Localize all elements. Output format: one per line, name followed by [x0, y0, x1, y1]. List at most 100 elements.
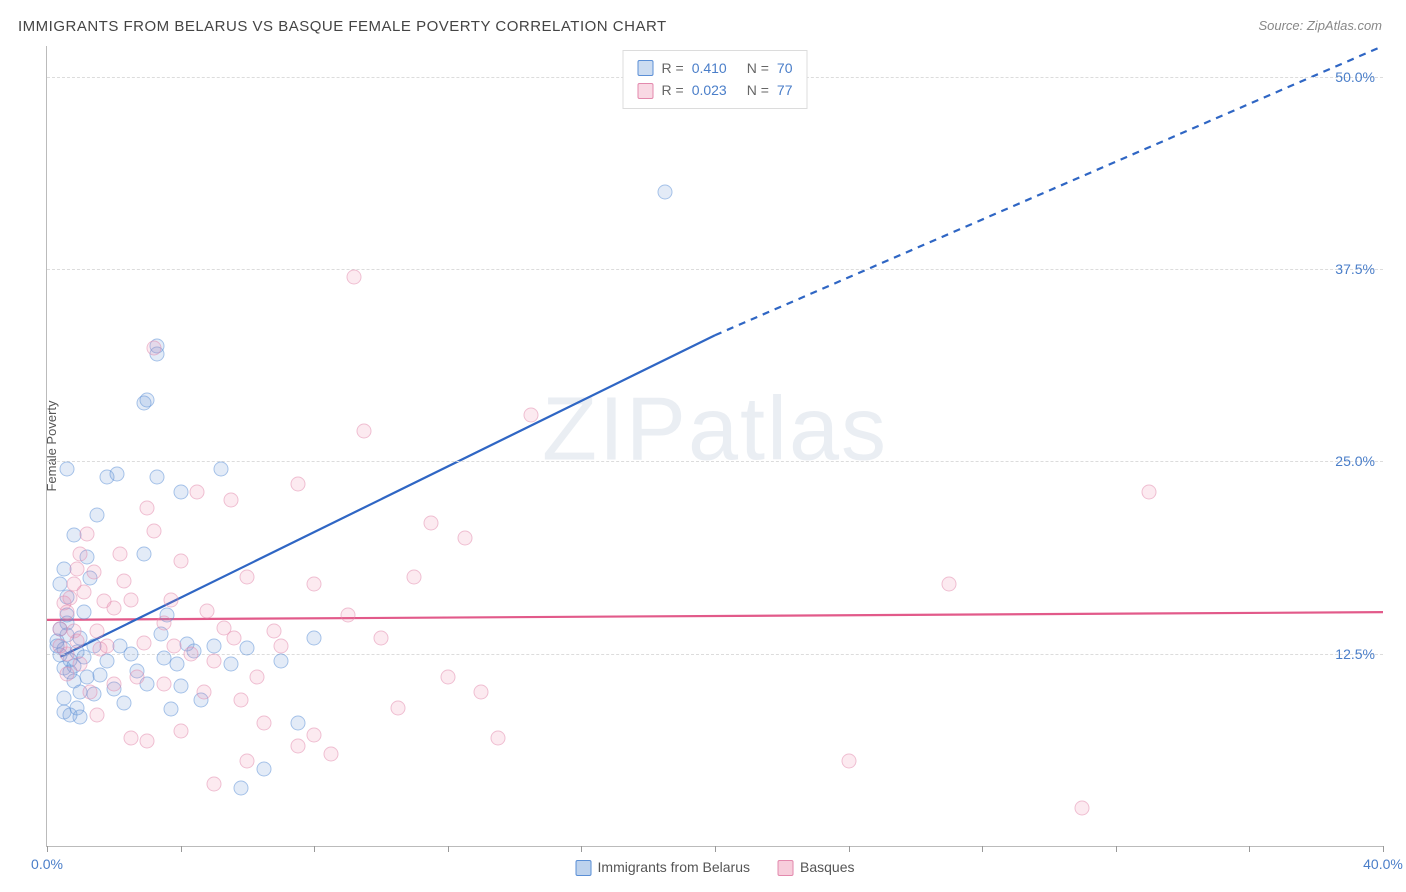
x-axis-label-right: 40.0% [1363, 856, 1403, 872]
legend-series: Immigrants from Belarus Basques [576, 859, 855, 876]
scatter-point [340, 608, 355, 623]
scatter-point [163, 592, 178, 607]
n-label: N = [747, 57, 769, 79]
legend-stats: R = 0.410 N = 70 R = 0.023 N = 77 [623, 50, 808, 109]
n-value-1: 70 [777, 57, 793, 79]
gridline-h [47, 461, 1383, 462]
scatter-point [60, 646, 75, 661]
scatter-point [116, 574, 131, 589]
scatter-point [130, 669, 145, 684]
scatter-point [407, 569, 422, 584]
scatter-point [60, 462, 75, 477]
scatter-point [290, 477, 305, 492]
scatter-point [170, 657, 185, 672]
scatter-point [136, 395, 151, 410]
r-label: R = [662, 57, 684, 79]
scatter-point [166, 639, 181, 654]
scatter-point [374, 631, 389, 646]
scatter-point [223, 492, 238, 507]
r-label: R = [662, 79, 684, 101]
scatter-point [110, 466, 125, 481]
scatter-point [70, 634, 85, 649]
legend-stats-row-1: R = 0.410 N = 70 [638, 57, 793, 79]
legend-label-1: Immigrants from Belarus [598, 859, 750, 875]
scatter-point [440, 669, 455, 684]
scatter-point [267, 623, 282, 638]
legend-label-2: Basques [800, 859, 854, 875]
scatter-point [240, 640, 255, 655]
scatter-point [273, 639, 288, 654]
scatter-point [90, 508, 105, 523]
legend-stats-row-2: R = 0.023 N = 77 [638, 79, 793, 101]
x-tick [1249, 846, 1250, 852]
scatter-point [240, 754, 255, 769]
scatter-point [207, 639, 222, 654]
scatter-point [73, 709, 88, 724]
scatter-point [96, 594, 111, 609]
scatter-point [163, 702, 178, 717]
scatter-point [307, 577, 322, 592]
scatter-point [76, 585, 91, 600]
y-tick-label: 12.5% [1335, 646, 1375, 662]
scatter-point [490, 731, 505, 746]
scatter-point [173, 723, 188, 738]
scatter-point [390, 700, 405, 715]
scatter-point [90, 623, 105, 638]
scatter-point [207, 654, 222, 669]
scatter-point [140, 500, 155, 515]
scatter-point [173, 679, 188, 694]
scatter-point [123, 646, 138, 661]
scatter-point [150, 469, 165, 484]
x-tick [849, 846, 850, 852]
scatter-point [146, 340, 161, 355]
scatter-point [173, 554, 188, 569]
x-tick [715, 846, 716, 852]
scatter-point [457, 531, 472, 546]
scatter-point [357, 423, 372, 438]
scatter-point [106, 677, 121, 692]
scatter-point [156, 677, 171, 692]
scatter-point [257, 715, 272, 730]
scatter-point [657, 185, 672, 200]
x-axis-label-left: 0.0% [31, 856, 63, 872]
legend-item-2: Basques [778, 859, 854, 876]
scatter-point [307, 631, 322, 646]
scatter-point [841, 754, 856, 769]
scatter-point [250, 669, 265, 684]
r-value-1: 0.410 [692, 57, 727, 79]
scatter-point [76, 605, 91, 620]
chart-title: IMMIGRANTS FROM BELARUS VS BASQUE FEMALE… [18, 18, 667, 35]
x-tick [581, 846, 582, 852]
scatter-point [307, 728, 322, 743]
scatter-point [56, 595, 71, 610]
scatter-point [93, 668, 108, 683]
watermark-zip: ZIP [542, 380, 688, 480]
scatter-point [233, 692, 248, 707]
scatter-point [196, 685, 211, 700]
watermark: ZIPatlas [542, 379, 888, 482]
scatter-point [113, 546, 128, 561]
r-value-2: 0.023 [692, 79, 727, 101]
x-tick [448, 846, 449, 852]
plot-area: ZIPatlas R = 0.410 N = 70 R = 0.023 N = … [46, 46, 1383, 847]
trend-lines-layer [47, 46, 1383, 846]
x-tick [982, 846, 983, 852]
scatter-point [116, 695, 131, 710]
scatter-point [347, 269, 362, 284]
scatter-point [90, 708, 105, 723]
scatter-point [227, 631, 242, 646]
scatter-point [123, 731, 138, 746]
scatter-point [424, 515, 439, 530]
scatter-point [56, 691, 71, 706]
x-tick [181, 846, 182, 852]
x-tick [47, 846, 48, 852]
scatter-point [323, 746, 338, 761]
y-tick-label: 25.0% [1335, 453, 1375, 469]
scatter-point [100, 639, 115, 654]
x-tick [1116, 846, 1117, 852]
scatter-point [140, 734, 155, 749]
source-label: Source: ZipAtlas.com [1258, 18, 1382, 33]
scatter-point [200, 603, 215, 618]
scatter-point [136, 635, 151, 650]
scatter-point [233, 780, 248, 795]
